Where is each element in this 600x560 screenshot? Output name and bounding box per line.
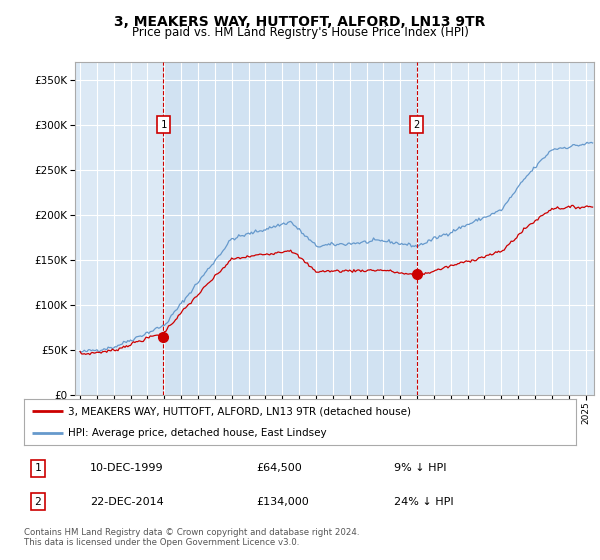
Text: 9% ↓ HPI: 9% ↓ HPI: [394, 463, 446, 473]
Text: HPI: Average price, detached house, East Lindsey: HPI: Average price, detached house, East…: [68, 428, 327, 438]
Text: 2: 2: [34, 497, 41, 507]
Text: 1: 1: [160, 120, 167, 129]
Bar: [163, 62, 416, 395]
Text: Contains HM Land Registry data © Crown copyright and database right 2024.
This d: Contains HM Land Registry data © Crown c…: [24, 528, 359, 547]
Text: £134,000: £134,000: [256, 497, 308, 507]
Text: 2: 2: [413, 120, 419, 129]
Text: 22-DEC-2014: 22-DEC-2014: [90, 497, 164, 507]
Text: 1: 1: [34, 463, 41, 473]
Text: 3, MEAKERS WAY, HUTTOFT, ALFORD, LN13 9TR (detached house): 3, MEAKERS WAY, HUTTOFT, ALFORD, LN13 9T…: [68, 406, 411, 416]
Text: Price paid vs. HM Land Registry's House Price Index (HPI): Price paid vs. HM Land Registry's House …: [131, 26, 469, 39]
Text: 3, MEAKERS WAY, HUTTOFT, ALFORD, LN13 9TR: 3, MEAKERS WAY, HUTTOFT, ALFORD, LN13 9T…: [115, 15, 485, 29]
Text: 10-DEC-1999: 10-DEC-1999: [90, 463, 164, 473]
Text: 24% ↓ HPI: 24% ↓ HPI: [394, 497, 454, 507]
Text: £64,500: £64,500: [256, 463, 302, 473]
